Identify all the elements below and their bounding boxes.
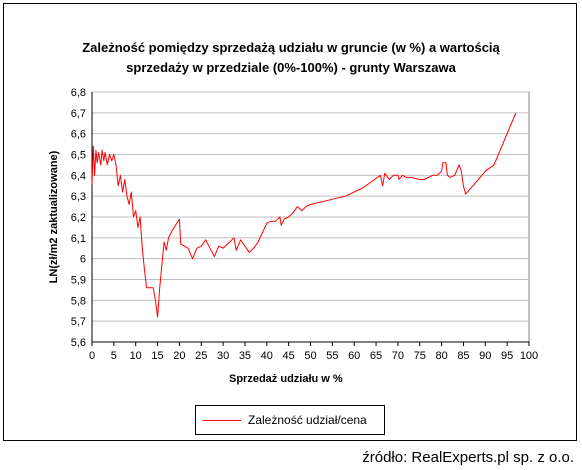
x-tick-label: 25 [195, 350, 207, 362]
series-group [91, 112, 517, 318]
y-tick-label: 5,6 [71, 337, 86, 349]
x-tick-label: 55 [326, 350, 338, 362]
x-tick-label: 5 [111, 350, 117, 362]
legend-swatch [203, 420, 241, 421]
gridlines [92, 91, 529, 322]
y-tick-label: 5,8 [71, 295, 86, 307]
y-tick-label: 5,9 [71, 275, 86, 287]
x-tick-labels: 0 5 10 15 20 25 30 35 40 45 50 55 60 65 70 75 80 85 90 95 10… [89, 342, 538, 362]
y-tick-label: 6,3 [71, 191, 86, 203]
y-tick-labels: 5,6 5,7 5,8 5,9 6 6,1 6,2 6,3 6,4 6,5 6,6 6,7 6,8 [71, 87, 86, 349]
source-caption: źródło: RealExperts.pl sp. z o.o. [362, 449, 574, 466]
y-tick-label: 6,2 [71, 212, 86, 224]
y-tick-label: 5,7 [71, 316, 86, 328]
x-tick-label: 35 [239, 350, 251, 362]
series-line [91, 112, 517, 318]
x-tick-label: 90 [479, 350, 491, 362]
chart-title-line2: sprzedaży w przedziale (0%-100%) - grunt… [126, 60, 456, 75]
legend-label: Zależność udział/cena [248, 413, 367, 427]
y-tick-label: 6 [80, 254, 86, 266]
y-tick-label: 6,6 [71, 129, 86, 141]
x-tick-label: 10 [130, 350, 142, 362]
x-tick-label: 80 [435, 350, 447, 362]
x-axis-title: Sprzedaż udziału w % [229, 373, 343, 385]
x-tick-label: 70 [392, 350, 404, 362]
x-tick-label: 40 [261, 350, 273, 362]
x-tick-label: 15 [151, 350, 163, 362]
x-tick-label: 20 [173, 350, 185, 362]
chart-title-line1: Zależność pomiędzy sprzedażą udziału w g… [82, 40, 500, 55]
y-tick-label: 6,4 [71, 170, 86, 182]
x-tick-label: 60 [348, 350, 360, 362]
y-tick-label: 6,7 [71, 108, 86, 120]
x-tick-label: 30 [217, 350, 229, 362]
x-tick-label: 75 [414, 350, 426, 362]
x-tick-label: 45 [283, 350, 295, 362]
x-tick-label: 95 [501, 350, 513, 362]
y-tick-label: 6,1 [71, 233, 86, 245]
y-tick-label: 6,5 [71, 150, 86, 162]
y-axis-title: LN(zł/m2 zaktualizowane) [48, 150, 60, 283]
legend: Zależność udział/cena [195, 405, 385, 435]
x-tick-label: 85 [457, 350, 469, 362]
x-tick-label: 0 [89, 350, 95, 362]
y-tick-label: 6,8 [71, 87, 86, 99]
x-tick-label: 50 [304, 350, 316, 362]
x-tick-label: 100 [520, 350, 538, 362]
x-tick-label: 65 [370, 350, 382, 362]
